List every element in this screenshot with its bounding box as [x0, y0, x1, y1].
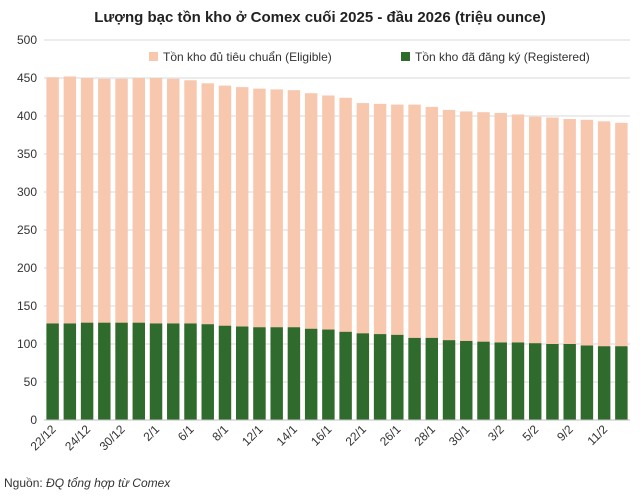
x-tick-label: 6/1 [175, 422, 197, 444]
legend-label-registered: Tồn kho đã đăng ký (Registered) [415, 50, 590, 64]
x-tick-label: 30/1 [446, 422, 473, 449]
chart-title: Lượng bạc tồn kho ở Comex cuối 2025 - đầ… [94, 9, 545, 26]
legend: Tồn kho đủ tiêu chuẩn (Eligible) Tồn kho… [149, 50, 590, 64]
x-tick-label: 9/2 [554, 422, 576, 444]
y-tick-label: 200 [17, 261, 37, 275]
bar-registered [546, 344, 559, 420]
bar-registered [597, 346, 611, 420]
x-tick-label: 2/1 [140, 422, 162, 444]
bar-registered [149, 323, 163, 420]
bar-registered [563, 344, 576, 420]
legend-swatch-registered [401, 52, 410, 61]
y-tick-label: 100 [17, 337, 37, 351]
x-tick-label: 14/1 [274, 422, 301, 449]
bar-registered [167, 323, 180, 420]
bar-registered [98, 322, 111, 420]
source-text: ĐQ tổng hợp từ Comex [46, 476, 171, 490]
bar-registered [322, 329, 335, 420]
bar-registered [115, 322, 128, 420]
bar-registered [477, 341, 490, 420]
bar-registered [287, 327, 301, 420]
grid-lines [44, 39, 630, 383]
bar-registered [184, 323, 197, 420]
y-tick-label: 400 [17, 109, 37, 123]
bar-registered [218, 325, 232, 420]
y-tick-label: 500 [17, 33, 37, 47]
x-axis: 22/12 24/12 30/12 2/1 6/1 8/1 12/1 14/1 16/1 22/1… [28, 422, 611, 453]
bar-registered [529, 343, 542, 420]
legend-swatch-eligible [149, 52, 158, 61]
y-tick-label: 450 [17, 71, 37, 85]
bar-registered [356, 333, 370, 420]
x-tick-label: 24/12 [62, 422, 93, 453]
bar-registered [63, 323, 77, 420]
bar-registered [304, 328, 318, 420]
bar-registered [253, 327, 266, 420]
bar-registered [580, 345, 594, 420]
bar-registered [201, 324, 214, 420]
x-tick-label: 8/1 [209, 422, 231, 444]
source-label: Nguồn: [4, 476, 43, 490]
bar-registered [132, 322, 145, 420]
bar-registered [494, 342, 507, 420]
bar-registered [339, 331, 352, 420]
bar-eligible [597, 121, 611, 420]
x-tick-label: 5/2 [520, 422, 542, 444]
bar-registered [236, 326, 249, 420]
bar-eligible [580, 119, 594, 421]
y-tick-label: 300 [17, 185, 37, 199]
x-tick-label: 12/1 [239, 422, 266, 449]
bar-registered [270, 327, 283, 420]
y-tick-label: 350 [17, 147, 37, 161]
x-tick-label: 11/2 [584, 422, 610, 448]
x-tick-label: 3/2 [485, 422, 507, 444]
bar-registered [511, 342, 525, 420]
bar-registered [80, 322, 94, 420]
x-tick-label: 16/1 [308, 422, 335, 449]
y-tick-label: 0 [30, 413, 37, 427]
x-tick-label: 22/1 [343, 422, 370, 449]
x-tick-label: 26/1 [377, 422, 404, 449]
y-tick-label: 150 [17, 299, 37, 313]
bar-eligible [615, 122, 628, 420]
y-tick-label: 50 [24, 375, 38, 389]
bar-registered [408, 337, 421, 420]
legend-label-eligible: Tồn kho đủ tiêu chuẩn (Eligible) [163, 50, 332, 64]
bar-registered [442, 340, 456, 420]
bar-registered [615, 346, 628, 420]
y-tick-label: 250 [17, 223, 37, 237]
registered-bars [46, 322, 628, 420]
y-axis: 0 50 100 150 200 250 300 350 400 450 500 [17, 33, 37, 427]
bar-registered [425, 337, 438, 420]
x-tick-label: 30/12 [97, 422, 128, 453]
bar-registered [460, 340, 473, 420]
source-note: Nguồn: ĐQ tổng hợp từ Comex [4, 476, 170, 490]
bar-registered [391, 334, 404, 420]
x-tick-label: 28/1 [411, 422, 438, 449]
bar-registered [46, 323, 59, 420]
bar-registered [373, 334, 387, 420]
